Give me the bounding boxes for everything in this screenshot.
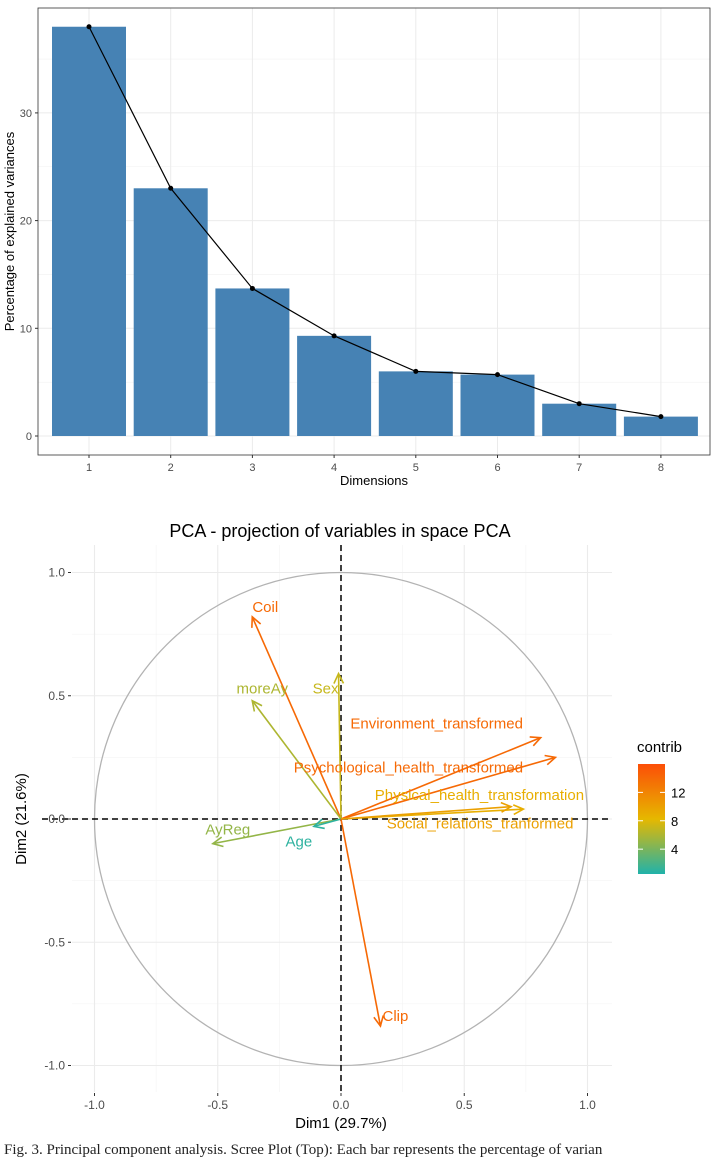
variable-label: Clip (383, 1008, 409, 1025)
arrow-Sex (333, 671, 345, 820)
y-tick-label: 30 (20, 108, 32, 120)
arrow-Clip (340, 818, 385, 1028)
y-tick-label: 20 (20, 216, 32, 228)
legend-tick-label: 12 (671, 785, 685, 800)
y-tick-label: 0.5 (48, 689, 65, 703)
legend-tick-label: 4 (671, 842, 678, 857)
figure-caption: Fig. 3. Principal component analysis. Sc… (4, 1142, 603, 1158)
x-tick-label: 0.5 (456, 1098, 473, 1112)
y-tick-label: 10 (20, 323, 32, 335)
arrow-Environment_transformed (340, 736, 543, 820)
x-tick-label: 1.0 (579, 1098, 596, 1112)
variable-label: Age (286, 833, 313, 850)
arrow-shaft (340, 756, 556, 820)
bar-dim-1 (52, 26, 126, 437)
y-axis-title: Dim2 (21.6%) (13, 773, 30, 865)
scree-point (495, 372, 500, 378)
arrow-AyReg (211, 818, 342, 848)
y-tick-label: 0.0 (48, 812, 65, 826)
x-tick-label: 3 (249, 462, 255, 474)
bar-dim-8 (623, 416, 698, 436)
arrow-Coil (251, 615, 342, 820)
x-tick-label: -1.0 (84, 1098, 105, 1112)
bar-dim-5 (378, 371, 453, 436)
arrow-head (312, 818, 325, 830)
scree-point (168, 185, 174, 191)
x-tick-label: 7 (576, 462, 582, 474)
scree-point (576, 401, 582, 407)
bar-dim-2 (133, 188, 208, 436)
variable-label: Sex (313, 681, 339, 698)
x-tick-label: -0.5 (207, 1098, 228, 1112)
variable-label: Psychological_health_transformed (294, 759, 523, 776)
arrow-shaft (251, 700, 342, 820)
scree-point (413, 368, 419, 374)
arrow-shaft (337, 673, 342, 820)
y-tick-label: -0.5 (44, 935, 65, 949)
arrow-head (211, 836, 224, 848)
arrow-head (373, 1015, 385, 1028)
x-tick-label: 8 (658, 462, 664, 474)
arrow-Psychological_health_transformed (340, 754, 558, 820)
scree-point (86, 24, 92, 30)
arrow-shaft (251, 616, 342, 820)
arrow-shaft (313, 818, 342, 828)
variable-label: moreAy (237, 681, 289, 698)
x-tick-label: 6 (494, 462, 500, 474)
arrow-head (500, 801, 513, 813)
arrow-head (512, 804, 526, 816)
arrow-shaft (340, 805, 512, 820)
arrow-head (333, 671, 345, 684)
scree-line (88, 26, 661, 418)
pca-variables-plot: PCA - projection of variables in space P… (13, 521, 685, 1132)
bar-dim-7 (542, 403, 617, 436)
x-tick-label: 2 (168, 462, 174, 474)
bar-dim-6 (460, 374, 535, 436)
variable-label: Environment_transformed (350, 716, 523, 733)
arrow-shaft (340, 736, 541, 820)
x-tick-label: 1 (86, 462, 92, 474)
bar-dim-3 (215, 288, 290, 436)
arrow-moreAy (251, 699, 342, 820)
y-tick-label: 0 (26, 431, 32, 443)
x-tick-label: 5 (413, 462, 419, 474)
legend-tick-label: 8 (671, 814, 678, 829)
x-axis-title: Dim1 (29.7%) (295, 1115, 387, 1132)
x-tick-label: 4 (331, 462, 337, 474)
scree-point (658, 414, 664, 420)
x-axis-title: Dimensions (340, 473, 408, 488)
arrow-Social_relations_tranformed (340, 801, 513, 820)
legend-title: contrib (637, 739, 682, 756)
variable-label: Coil (252, 599, 278, 616)
arrow-shaft (340, 818, 382, 1027)
scree-point (249, 285, 255, 291)
variable-label: Physical_health_transformation (375, 787, 584, 804)
variable-label: AyReg (205, 822, 250, 839)
arrow-Age (312, 818, 342, 830)
arrow-head (251, 699, 263, 712)
arrow-head (529, 736, 543, 747)
bar-dim-4 (297, 335, 372, 436)
arrow-head (251, 615, 262, 628)
y-axis-title: Percentage of explained variances (2, 131, 17, 331)
variable-label: Social_relations_tranformed (387, 816, 574, 833)
legend-colorbar (638, 764, 665, 874)
plot-border (37, 7, 711, 456)
x-tick-label: 0.0 (333, 1098, 350, 1112)
chart-title: PCA - projection of variables in space P… (169, 521, 510, 541)
y-tick-label: 1.0 (48, 566, 65, 580)
scree-point (331, 333, 337, 339)
arrow-head (544, 754, 558, 766)
y-tick-label: -1.0 (44, 1059, 65, 1073)
arrow-shaft (212, 818, 342, 845)
scree-plot: 0 10 20 30 1 2 3 4 5 6 7 8 Dimensions Percentage of e… (2, 7, 711, 488)
